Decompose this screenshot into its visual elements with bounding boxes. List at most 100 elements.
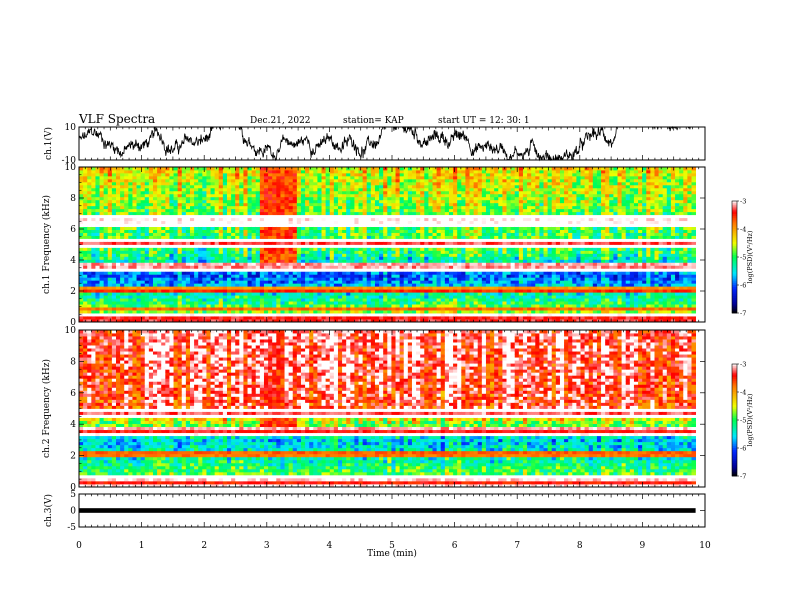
spectrogram-cell [432, 169, 438, 174]
spectrogram-cell [255, 175, 261, 180]
spectrogram-cell [395, 199, 401, 204]
spectrogram-cell [214, 271, 220, 275]
spectrogram-cell [407, 169, 413, 174]
spectrogram-cell [370, 217, 376, 222]
spectrogram-cell [342, 181, 347, 186]
spectrogram-cell [411, 178, 417, 183]
spectrogram-cell [416, 250, 421, 254]
spectrogram-cell [218, 202, 224, 207]
spectrogram-cell [136, 313, 142, 317]
spectrogram-cell [411, 280, 417, 284]
spectrogram-cell [317, 172, 322, 177]
spectrogram-cell [173, 235, 179, 239]
spectrogram-cell [411, 235, 417, 239]
spectrogram-cell [453, 289, 458, 293]
spectrogram-cell [144, 211, 150, 216]
spectrogram-cell [444, 247, 450, 251]
spectrogram-cell [453, 235, 458, 239]
spectrogram-cell [300, 307, 306, 311]
spectrogram-cell [350, 178, 355, 183]
spectrogram-cell [387, 283, 392, 287]
spectrogram-cell [358, 172, 364, 177]
spectrogram-cell [346, 196, 351, 201]
spectrogram-cell [305, 193, 310, 198]
spectrogram-cell [79, 298, 84, 302]
spectrogram-cell [124, 172, 129, 177]
spectrogram-cell [428, 250, 433, 254]
spectrogram-cell [370, 274, 376, 278]
spectrogram-cell [374, 193, 380, 198]
spectrogram-cell [181, 232, 187, 236]
spectrogram-cell [354, 214, 359, 219]
spectrogram-cell [194, 310, 199, 314]
spectrogram-cell [95, 220, 100, 225]
spectrogram-cell [173, 298, 179, 302]
spectrogram-cell [202, 172, 207, 177]
spectrogram-cell [342, 167, 347, 171]
spectrogram-cell [239, 295, 244, 299]
spectrogram-cell [280, 238, 285, 242]
spectrogram-cell [346, 202, 351, 207]
spectrogram-cell [251, 286, 257, 290]
spectrogram-cell [399, 247, 405, 251]
spectrogram-cell [432, 307, 438, 311]
spectrogram-cell [292, 217, 298, 222]
spectrogram-cell [280, 259, 285, 263]
spectrogram-cell [366, 310, 372, 314]
spectrogram-cell [321, 274, 327, 278]
spectrogram-cell [333, 316, 339, 320]
spectrogram-cell [181, 169, 187, 174]
spectrogram-cell [420, 175, 425, 180]
spectrogram-cell [300, 172, 306, 177]
spectrogram-cell [346, 307, 351, 311]
spectrogram-cell [79, 217, 84, 222]
spectrogram-cell [185, 208, 191, 213]
spectrogram-cell [214, 220, 220, 225]
spectrogram-cell [136, 167, 142, 171]
spectrogram-cell [247, 265, 253, 269]
spectrogram-cell [440, 304, 446, 308]
spectrogram-cell [214, 313, 220, 317]
spectrogram-cell [144, 313, 150, 317]
spectrogram-cell [296, 259, 302, 263]
spectrogram-cell [350, 232, 355, 236]
spectrogram-cell [87, 172, 92, 177]
spectrogram-cell [387, 175, 392, 180]
spectrogram-cell [350, 259, 355, 263]
spectrogram-cell [411, 277, 417, 281]
spectrogram-cell [268, 265, 273, 269]
spectrogram-cell [140, 244, 146, 248]
spectrogram-cell [366, 307, 372, 311]
spectrogram-cell [132, 169, 137, 174]
spectrogram-cell [407, 250, 413, 254]
spectrogram-cell [346, 241, 351, 245]
spectrogram-cell [374, 247, 380, 251]
spectrogram-cell [161, 193, 166, 198]
spectrogram-cell [218, 289, 224, 293]
spectrogram-cell [416, 181, 421, 186]
spectrogram-cell [407, 265, 413, 269]
spectrogram-cell [148, 256, 154, 260]
spectrogram-cell [136, 232, 142, 236]
spectrogram-cell [333, 199, 339, 204]
spectrogram-cell [91, 316, 96, 320]
spectrogram-cell [292, 190, 298, 195]
spectrogram-cell [325, 316, 331, 320]
spectrogram-cell [411, 196, 417, 201]
spectrogram-cell [403, 319, 409, 323]
spectrogram-cell [263, 211, 269, 216]
spectrogram-cell [177, 241, 183, 245]
spectrogram-cell [235, 214, 240, 219]
spectrogram-cell [202, 169, 207, 174]
spectrogram-cell [107, 241, 113, 245]
spectrogram-cell [173, 295, 179, 299]
spectrogram-cell [333, 178, 339, 183]
spectrogram-cell [107, 217, 113, 222]
spectrogram-cell [91, 280, 96, 284]
spectrogram-cell [309, 280, 314, 284]
spectrogram-cell [218, 184, 224, 189]
spectrogram-cell [300, 253, 306, 257]
spectrogram-cell [292, 304, 298, 308]
spectrogram-cell [206, 178, 211, 183]
spectrogram-cell [444, 313, 450, 317]
